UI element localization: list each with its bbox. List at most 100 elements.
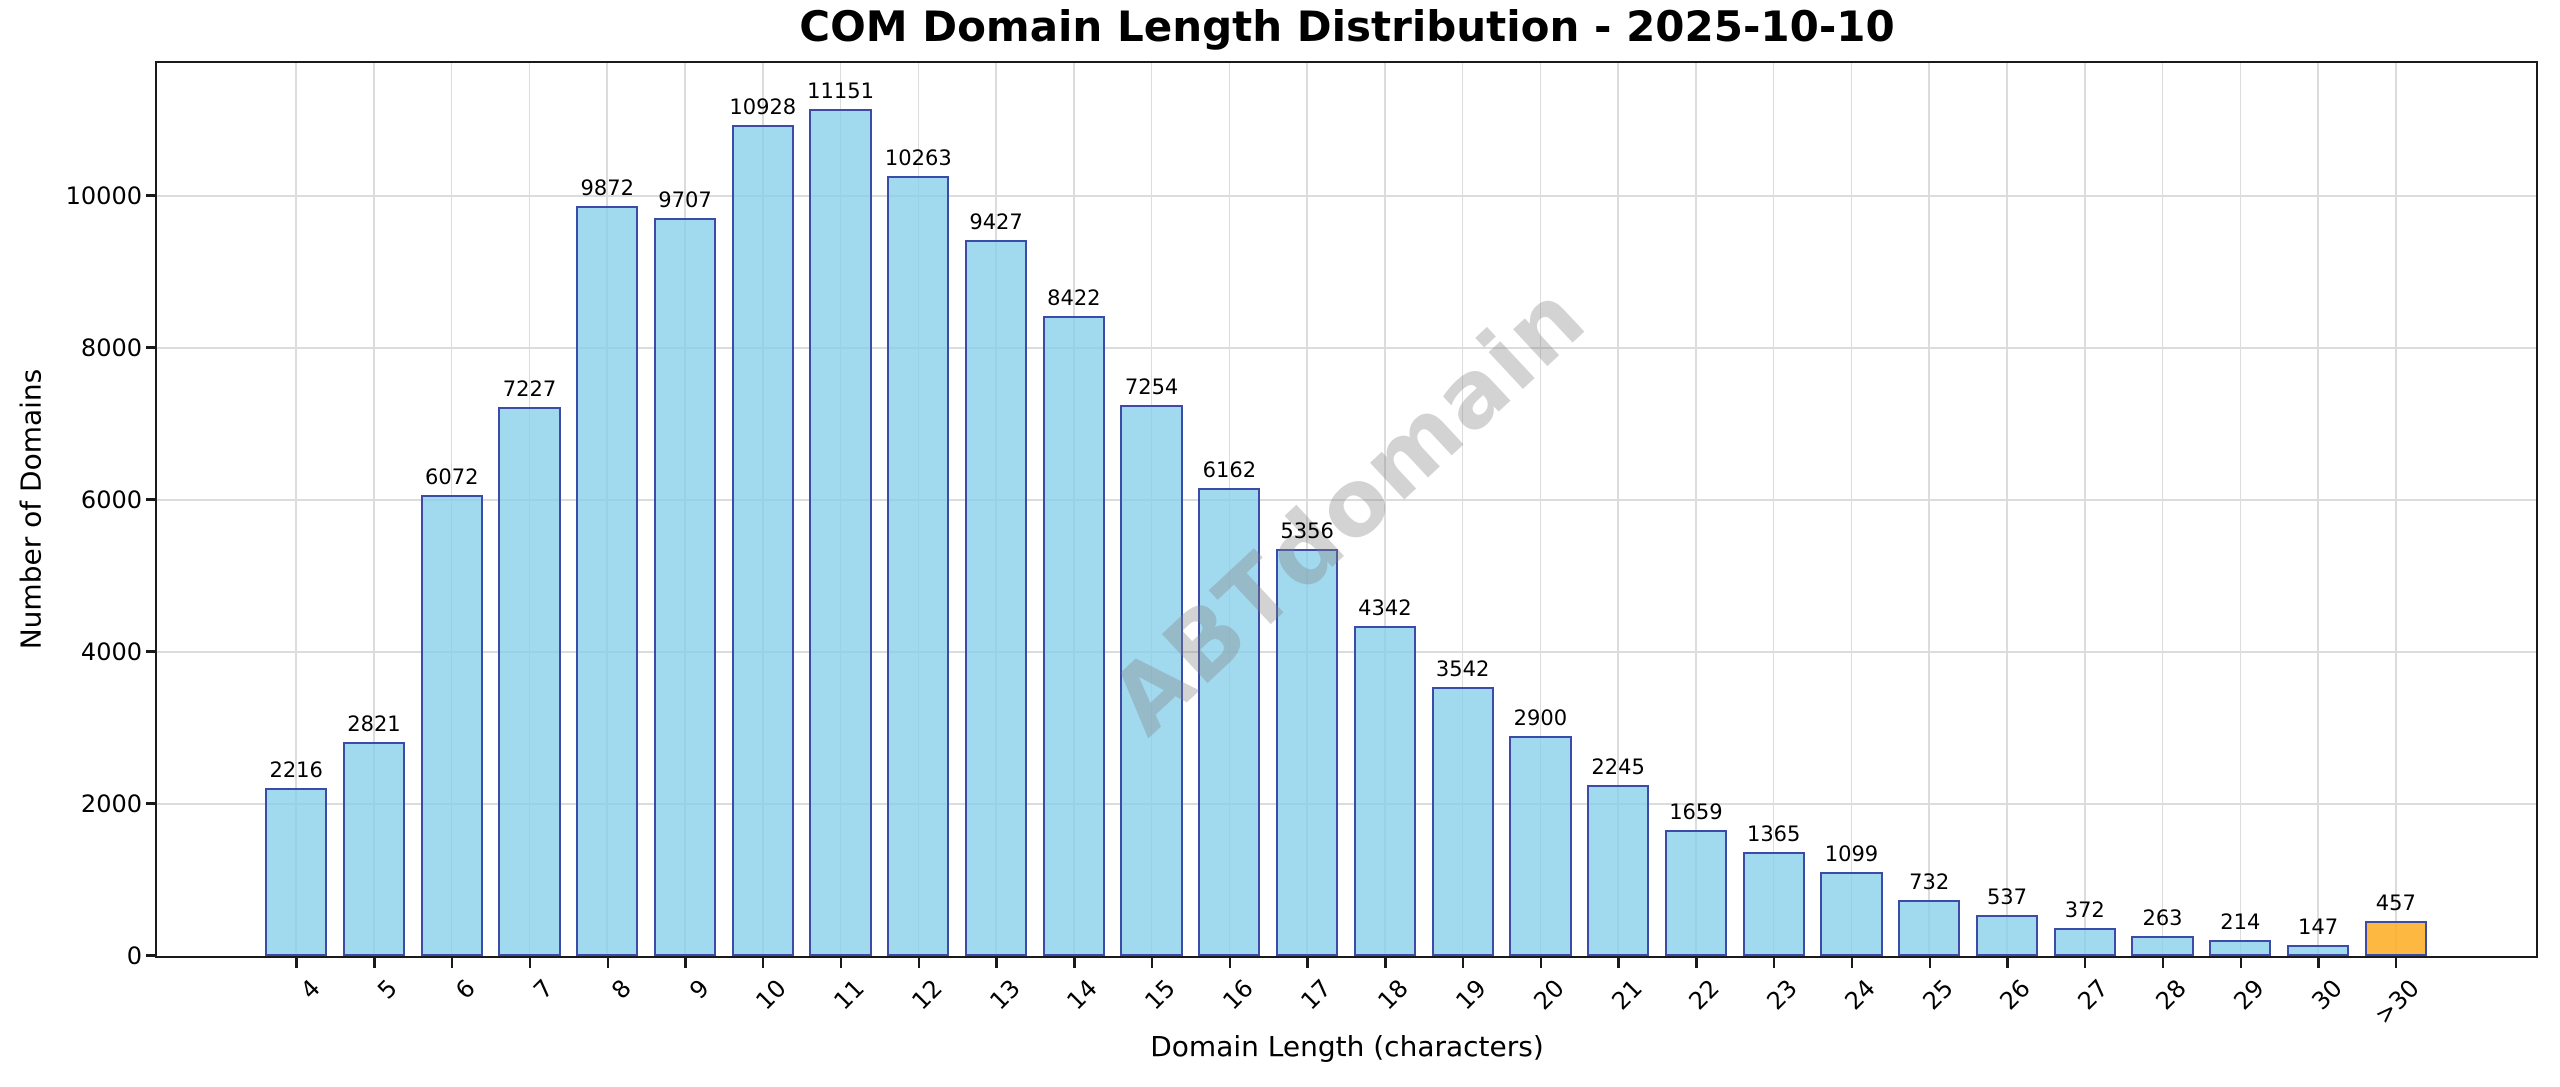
- x-tick-mark: [451, 958, 454, 968]
- x-tick-label: 4: [294, 974, 326, 1005]
- gridline-vertical: [2317, 63, 2319, 956]
- x-tick-label: 6: [450, 974, 482, 1005]
- bar: [342, 741, 406, 956]
- bar: [1276, 548, 1339, 956]
- x-tick-label: 18: [1372, 974, 1415, 1016]
- x-tick-mark: [2084, 958, 2087, 968]
- bar: [1353, 626, 1416, 956]
- x-tick-mark: [528, 958, 532, 968]
- x-tick-label: 11: [828, 974, 870, 1016]
- x-tick-mark: [2239, 958, 2242, 968]
- bar: [1898, 900, 1961, 956]
- y-tick-label: 2000: [80, 789, 142, 818]
- gridline-vertical: [1617, 63, 1619, 956]
- gridline-vertical: [2084, 63, 2086, 956]
- bar-value-label: 457: [2375, 891, 2416, 916]
- x-tick-label: 10: [750, 974, 793, 1016]
- y-tick-mark: [146, 498, 155, 501]
- bar: [1198, 487, 1261, 956]
- x-tick-label: 26: [1994, 974, 2037, 1016]
- x-tick-label: 20: [1528, 974, 1570, 1016]
- bar-value-label: 5356: [1280, 518, 1334, 543]
- bar: [653, 218, 717, 956]
- bar-value-label: 147: [2297, 914, 2339, 939]
- bar-value-label: 9872: [580, 175, 634, 200]
- gridline-vertical: [2006, 63, 2008, 956]
- x-tick-label: 28: [2150, 974, 2192, 1016]
- bar: [2286, 944, 2350, 956]
- bar: [1664, 829, 1728, 956]
- y-tick-mark: [146, 194, 155, 197]
- gridline-vertical: [2395, 63, 2397, 956]
- x-tick-label: 5: [372, 974, 404, 1005]
- bar: [2364, 921, 2427, 956]
- chart-title: COM Domain Length Distribution - 2025-10…: [799, 2, 1895, 51]
- bar: [887, 176, 950, 956]
- gridline-horizontal: [157, 347, 2536, 349]
- x-tick-label: 21: [1606, 974, 1648, 1016]
- x-axis-label: Domain Length (characters): [1150, 1030, 1544, 1063]
- x-tick-label: 8: [605, 974, 637, 1005]
- x-tick-mark: [1772, 958, 1776, 968]
- bar: [964, 239, 1028, 956]
- bar-value-label: 2900: [1513, 705, 1568, 730]
- x-tick-label: 30: [2305, 974, 2348, 1016]
- gridline-vertical: [373, 63, 375, 956]
- x-tick-label: 29: [2228, 974, 2270, 1016]
- bar-value-label: 7227: [502, 376, 557, 401]
- bar-value-label: 9707: [658, 188, 712, 213]
- bar: [576, 205, 639, 956]
- x-tick-mark: [2006, 958, 2009, 968]
- bar-value-label: 3542: [1435, 656, 1490, 681]
- bar-value-label: 372: [2064, 897, 2105, 922]
- x-tick-label: 17: [1295, 974, 1337, 1016]
- gridline-vertical: [2161, 63, 2164, 956]
- x-tick-label: 22: [1683, 974, 1726, 1016]
- bar: [1120, 404, 1183, 956]
- y-tick-label: 4000: [80, 637, 142, 666]
- x-tick-label: 14: [1061, 974, 1104, 1016]
- bar-value-label: 2821: [347, 711, 401, 736]
- x-tick-mark: [295, 958, 298, 968]
- bar-value-label: 2216: [269, 757, 323, 782]
- gridline-vertical: [1772, 63, 1775, 956]
- x-tick-label: 15: [1139, 974, 1181, 1016]
- bar-value-label: 1099: [1824, 842, 1879, 867]
- y-tick-mark: [146, 954, 155, 957]
- x-tick-mark: [2317, 958, 2320, 968]
- bar: [498, 406, 561, 956]
- x-tick-label: 19: [1450, 974, 1492, 1016]
- y-tick-mark: [146, 650, 155, 653]
- bar-value-label: 8422: [1047, 285, 1101, 310]
- gridline-vertical: [1384, 63, 1386, 956]
- gridline-vertical: [1461, 63, 1464, 956]
- x-tick-mark: [1617, 958, 1620, 968]
- bar-value-label: 10263: [884, 145, 952, 170]
- gridline-vertical: [2239, 63, 2242, 956]
- bar: [1820, 872, 1883, 956]
- x-tick-mark: [1384, 958, 1387, 968]
- bar-value-label: 214: [2220, 909, 2261, 934]
- bar: [1431, 686, 1494, 956]
- gridline-vertical: [1306, 63, 1308, 956]
- bar: [1975, 915, 2039, 956]
- x-tick-label: 7: [528, 974, 559, 1005]
- x-tick-label: 27: [2072, 974, 2115, 1016]
- gridline-horizontal: [157, 195, 2536, 197]
- x-tick-mark: [2395, 958, 2398, 968]
- y-tick-mark: [146, 802, 155, 805]
- bar: [1042, 315, 1105, 956]
- x-tick-mark: [2161, 958, 2165, 968]
- bar-value-label: 537: [1986, 885, 2028, 910]
- x-tick-mark: [373, 958, 376, 968]
- plot-area: 2216 2821 6072 7227 9872 9707 10928 11151 10263 9…: [155, 61, 2538, 958]
- bar-value-label: 4342: [1358, 595, 1412, 620]
- bar: [2209, 939, 2272, 956]
- y-tick-label: 8000: [80, 333, 142, 362]
- x-tick-label: 23: [1761, 974, 1803, 1016]
- bar: [420, 494, 483, 956]
- x-tick-mark: [995, 958, 998, 968]
- bar: [2131, 936, 2194, 956]
- y-tick-label: 0: [126, 941, 142, 970]
